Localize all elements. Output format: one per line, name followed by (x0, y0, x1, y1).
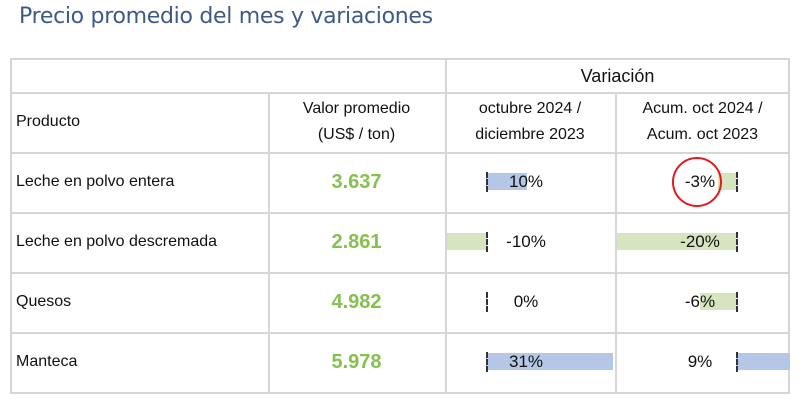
var1-axis-line (486, 172, 488, 192)
var2-value: 9% (687, 352, 713, 371)
var2-header-line2: Acum. oct 2023 (646, 126, 759, 143)
var1-value: -10% (506, 232, 546, 251)
var2-value: -20% (680, 232, 720, 251)
var2-value: -6% (684, 292, 716, 311)
var2-axis-line (736, 292, 738, 312)
var1-header-line2: diciembre 2023 (475, 126, 585, 143)
var1-value: 31% (508, 352, 544, 371)
var2-axis-line (736, 172, 738, 192)
var1-axis-line (486, 352, 488, 372)
var1-bar (486, 173, 527, 190)
product-name: Leche en polvo entera (16, 173, 175, 190)
column-divider (268, 92, 270, 394)
product-name: Leche en polvo descremada (16, 233, 218, 250)
var1-axis-line (486, 292, 488, 312)
var1-bar (486, 353, 614, 370)
value-header-line1: Valor promedio (302, 100, 411, 117)
highlight-circle (672, 157, 722, 207)
average-price: 3.637 (331, 171, 382, 193)
var2-bar (718, 173, 736, 190)
average-price: 4.982 (331, 291, 382, 313)
row-divider (10, 152, 790, 154)
var1-value: 0% (513, 292, 539, 311)
var1-header-line1: octubre 2024 / (478, 100, 582, 117)
column-divider (615, 92, 617, 394)
var2-axis-line (736, 352, 738, 372)
var1-value: 10% (508, 172, 544, 191)
page-title: Precio promedio del mes y variaciones (19, 4, 433, 29)
product-name: Quesos (16, 293, 72, 310)
row-divider (10, 92, 790, 94)
price-table (10, 58, 790, 394)
var1-axis-line (486, 232, 488, 252)
var2-axis-line (736, 232, 738, 252)
product-name: Manteca (16, 353, 78, 370)
row-divider (10, 332, 790, 334)
average-price: 5.978 (331, 351, 382, 373)
variation-group-header: Variación (580, 66, 655, 86)
var2-bar (617, 233, 736, 250)
value-header-line2: (US$ / ton) (317, 126, 396, 143)
row-divider (10, 212, 790, 214)
row-divider (10, 272, 790, 274)
var2-bar (700, 293, 736, 310)
product-header: Producto (16, 113, 81, 130)
average-price: 2.861 (331, 231, 382, 253)
var1-bar (447, 233, 486, 250)
column-divider (445, 58, 447, 394)
var2-bar (736, 353, 790, 370)
var2-header-line1: Acum. oct 2024 / (642, 100, 763, 117)
